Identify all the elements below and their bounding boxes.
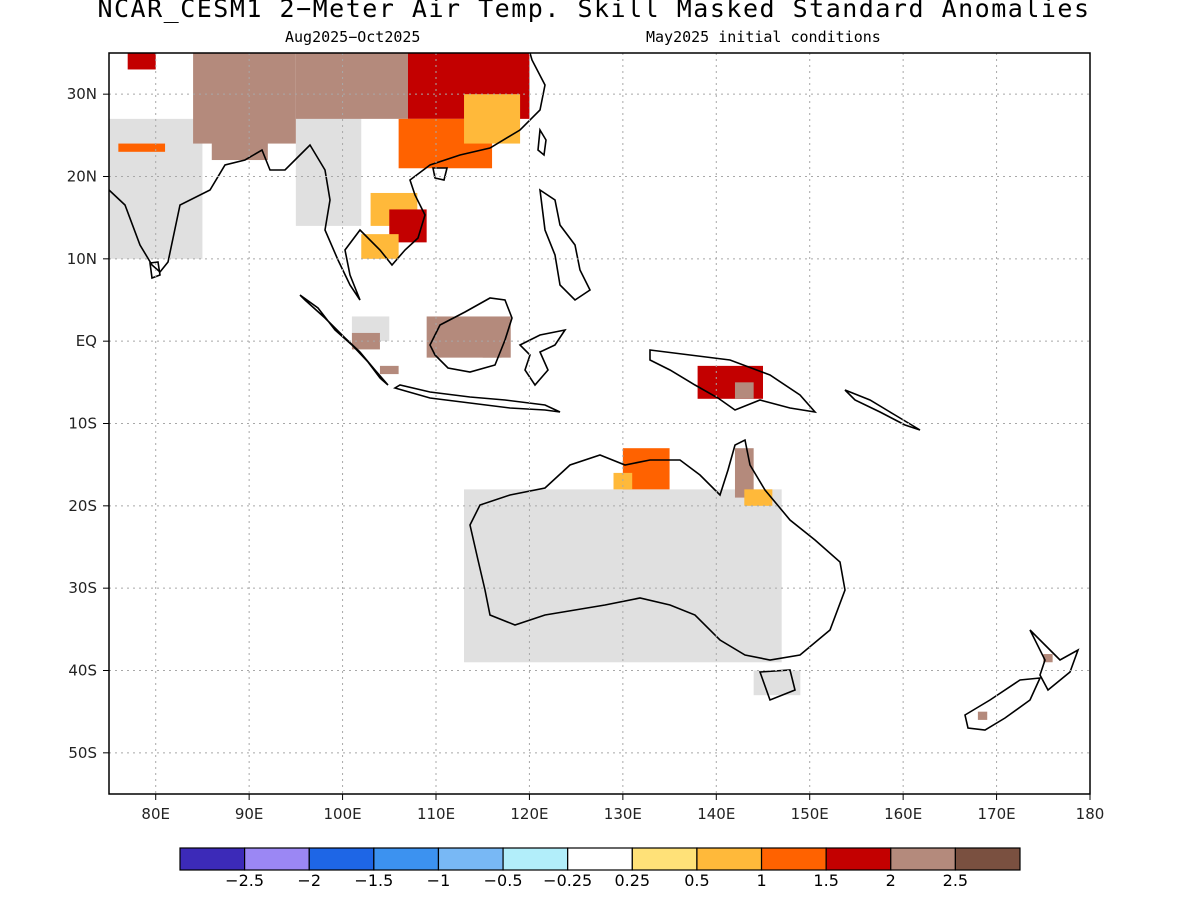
colorbar-label-11: 2.5 [943, 871, 968, 890]
colorbar-label-0: −2.5 [225, 871, 264, 890]
colorbar-label-2: −1.5 [354, 871, 393, 890]
coastline-nz-north [1029, 629, 1080, 692]
colorbar-label-7: 0.5 [684, 871, 709, 890]
coastline-borneo [429, 297, 513, 373]
coastline-tasmania [758, 669, 796, 702]
lon-label-8: 160E [884, 805, 922, 823]
coastline-sulawesi [518, 328, 567, 387]
anomaly-cell-1 [295, 53, 408, 119]
masked-region-0 [109, 118, 203, 259]
coastline-sri-lanka [149, 261, 161, 280]
colorbar-swatch-7 [631, 847, 698, 871]
anomaly-cell-4 [464, 94, 521, 144]
map-background [109, 53, 1090, 794]
colorbar-swatch-5 [502, 847, 569, 871]
coastline-java [393, 384, 561, 413]
lon-label-1: 90E [235, 805, 264, 823]
lon-label-9: 170E [978, 805, 1016, 823]
coastline-taiwan [537, 127, 547, 157]
colorbar-swatch-9 [760, 847, 827, 871]
anomaly-cell-20 [744, 489, 773, 506]
colorbar: −2.5 −2 −1.5 −1 −0.5 −0.25 0.25 0.5 1 1.5 2 2.5 [179, 847, 1021, 890]
lon-label-3: 110E [417, 805, 455, 823]
anomaly-cell-12 [482, 341, 502, 358]
coastline-hainan [432, 167, 449, 181]
anomaly-cell-13 [351, 332, 380, 350]
anomaly-cell-22 [1043, 654, 1053, 663]
lon-label-7: 150E [791, 805, 829, 823]
coastline-philippines [538, 188, 592, 302]
colorbar-label-10: 2 [886, 871, 896, 890]
anomaly-cell-21 [977, 711, 988, 720]
anomaly-cell-7 [118, 143, 166, 152]
colorbar-label-8: 1 [756, 871, 766, 890]
anomaly-cell-16 [734, 382, 754, 399]
coastline-nz-south [964, 677, 1042, 731]
colorbar-swatch-2 [308, 847, 375, 871]
longitude-axis: 80E 90E 100E 110E 120E 130E 140E 150E 160E 170E 18… [141, 794, 1104, 823]
coastline-layer [109, 53, 1080, 731]
lon-label-2: 100E [324, 805, 362, 823]
coastline-australia [469, 438, 846, 661]
graticule [109, 53, 1090, 794]
colorbar-swatch-1 [244, 847, 310, 871]
coastline-new-guinea [649, 349, 818, 414]
lon-label-4: 120E [510, 805, 548, 823]
colorbar-label-3: −1 [427, 871, 451, 890]
colorbar-label-1: −2 [297, 871, 321, 890]
colorbar-label-5: −0.25 [543, 871, 592, 890]
latitude-axis: 30N 20N 10N EQ 10S 20S 30S 40S 50S [67, 85, 109, 762]
anomaly-layer [118, 53, 1053, 720]
lat-label-4: 10S [68, 415, 97, 433]
colorbar-swatch-0 [179, 847, 246, 871]
colorbar-label-9: 1.5 [813, 871, 838, 890]
lon-label-6: 140E [697, 805, 735, 823]
lon-label-0: 80E [141, 805, 170, 823]
colorbar-label-4: −0.5 [484, 871, 523, 890]
anomaly-cell-5 [211, 135, 268, 161]
colorbar-swatch-10 [825, 847, 892, 871]
coastline-asia [109, 53, 546, 301]
lat-label-1: 20N [67, 168, 97, 186]
colorbar-swatch-8 [696, 847, 763, 871]
forecast-period: Aug2025−Oct2025 [285, 28, 421, 46]
colorbar-swatch-6 [567, 847, 633, 871]
initial-conditions: May2025 initial conditions [646, 28, 881, 46]
anomaly-cell-18 [613, 472, 633, 490]
colorbar-swatch-11 [890, 847, 956, 871]
lat-label-5: 20S [68, 497, 97, 515]
anomaly-cell-6 [127, 53, 156, 70]
lat-label-0: 30N [67, 85, 97, 103]
colorbar-label-6: 0.25 [614, 871, 650, 890]
colorbar-swatch-3 [373, 847, 440, 871]
lat-label-2: 10N [67, 250, 97, 268]
coastline-solomons [844, 389, 921, 431]
lat-label-6: 30S [68, 579, 97, 597]
lon-label-5: 130E [604, 805, 642, 823]
anomaly-cell-0 [193, 53, 296, 144]
coastline-sumatra [299, 294, 389, 386]
colorbar-swatch-12 [954, 847, 1021, 871]
anomaly-cell-14 [379, 365, 399, 375]
lat-label-3: EQ [76, 332, 97, 350]
map-title: NCAR_CESM1 2−Meter Air Temp. Skill Maske… [97, 0, 1091, 23]
lon-label-10: 180 [1076, 805, 1105, 823]
lat-label-7: 40S [68, 662, 97, 680]
colorbar-swatch-4 [437, 847, 504, 871]
lat-label-8: 50S [68, 744, 97, 762]
